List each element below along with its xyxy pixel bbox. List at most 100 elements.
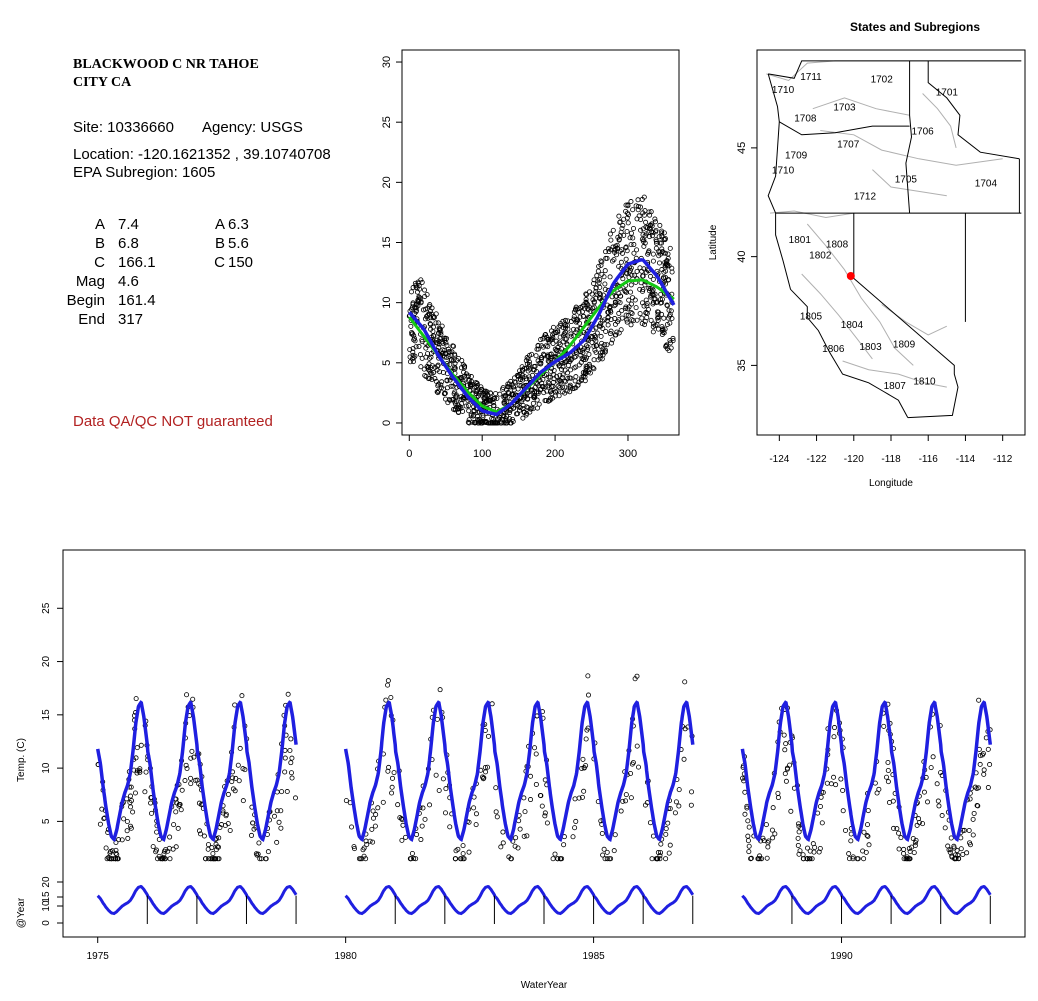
scatter-point (586, 351, 592, 357)
timeseries-point (838, 776, 844, 782)
scatter-point (571, 309, 577, 315)
scatter-point (577, 305, 583, 311)
timeseries-point (742, 811, 748, 817)
scatter-point (480, 412, 486, 418)
timeseries-point (188, 775, 194, 781)
scatter-point (558, 321, 564, 327)
scatter-point (629, 317, 635, 323)
timeseries-point (494, 814, 500, 820)
timeseries-point (389, 775, 395, 781)
scatter-point (441, 347, 447, 353)
scatter-point (650, 230, 656, 236)
scatter-point (659, 324, 665, 330)
scatter-point (593, 349, 599, 355)
timeseries-point (130, 809, 136, 815)
timeseries-point (920, 821, 926, 827)
timeseries-point (846, 856, 852, 862)
scatter-point (426, 367, 432, 373)
timeseries-point (916, 816, 922, 822)
scatter-point (593, 338, 599, 344)
timeseries-point (864, 833, 870, 839)
scatter-point (655, 312, 661, 318)
region-label: 1801 (789, 235, 812, 246)
timeseries-point (232, 788, 238, 794)
subregion-text: EPA Subregion: 1605 (73, 164, 216, 181)
scatter-point (587, 289, 593, 295)
region-boundary (769, 210, 1022, 219)
timeseries-point (580, 756, 586, 762)
timeseries-point (289, 775, 295, 781)
scatter-point (590, 297, 596, 303)
region-boundary (806, 223, 914, 366)
scatter-point (443, 396, 449, 402)
scatter-point (560, 384, 566, 390)
timeseries-point (561, 842, 567, 848)
param-value: 166.1 (118, 254, 156, 271)
scatter-point (625, 203, 631, 209)
timeseries-point (585, 673, 591, 679)
scatter-point (557, 372, 563, 378)
scatter-point (585, 344, 591, 350)
scatter-point (427, 302, 433, 308)
scatter-point (466, 408, 472, 414)
timeseries-point (395, 802, 401, 808)
param-value: 6.3 (228, 216, 249, 233)
region-label: 1712 (854, 192, 877, 203)
timeseries-point (672, 810, 678, 816)
param-label: Mag (75, 273, 105, 290)
timeseries-point (389, 784, 395, 790)
scatter-point (448, 357, 454, 363)
timeseries-point (103, 845, 109, 851)
timeseries-point (97, 821, 103, 827)
map-title: States and Subregions (850, 20, 980, 34)
scatter-point (528, 406, 534, 412)
scatter-point (578, 377, 584, 383)
scatter-point (631, 272, 637, 278)
timeseries-point (542, 810, 548, 816)
scatter-point (502, 399, 508, 405)
scatter-point (577, 314, 583, 320)
scatter-point (438, 382, 444, 388)
timeseries-point (809, 856, 815, 862)
scatter-point (639, 315, 645, 321)
timeseries-point (210, 851, 216, 857)
seasonal-fit-line (95, 700, 298, 843)
scatter-point (433, 320, 439, 326)
scatter-point (425, 351, 431, 357)
timeseries-point (861, 829, 867, 835)
timeseries-point (885, 779, 891, 785)
timeseries-point (132, 790, 138, 796)
scatter-point (653, 229, 659, 235)
scatter-point (630, 225, 636, 231)
timeseries-point (485, 764, 491, 770)
scatter-point (628, 322, 634, 328)
scatter-point (563, 329, 569, 335)
scatter-point (418, 364, 424, 370)
timeseries-point (288, 760, 294, 766)
timeseries-point (756, 856, 762, 862)
y-tick-label: 25 (41, 602, 52, 614)
scatter-point (595, 278, 601, 284)
y-tick-label: 25 (381, 116, 393, 128)
scatter-point (576, 347, 582, 353)
scatter-point (650, 258, 656, 264)
x-tick-label: -112 (993, 454, 1013, 465)
scatter-point (642, 208, 648, 214)
timeseries-point (134, 768, 140, 774)
scatter-point (546, 380, 552, 386)
scatter-point (617, 219, 623, 225)
scatter-point (663, 260, 669, 266)
scatter-point (506, 390, 512, 396)
scatter-point (620, 276, 626, 282)
scatter-point (655, 315, 661, 321)
scatter-point (449, 349, 455, 355)
scatter-point (650, 251, 656, 257)
timeseries-point (481, 775, 487, 781)
wa-or-border (779, 121, 910, 136)
scatter-point (623, 244, 629, 250)
timeseries-point (600, 852, 606, 858)
scatter-point (608, 237, 614, 243)
timeseries-point (375, 805, 381, 811)
timeseries-point (930, 754, 936, 760)
timeseries-point (171, 822, 177, 828)
